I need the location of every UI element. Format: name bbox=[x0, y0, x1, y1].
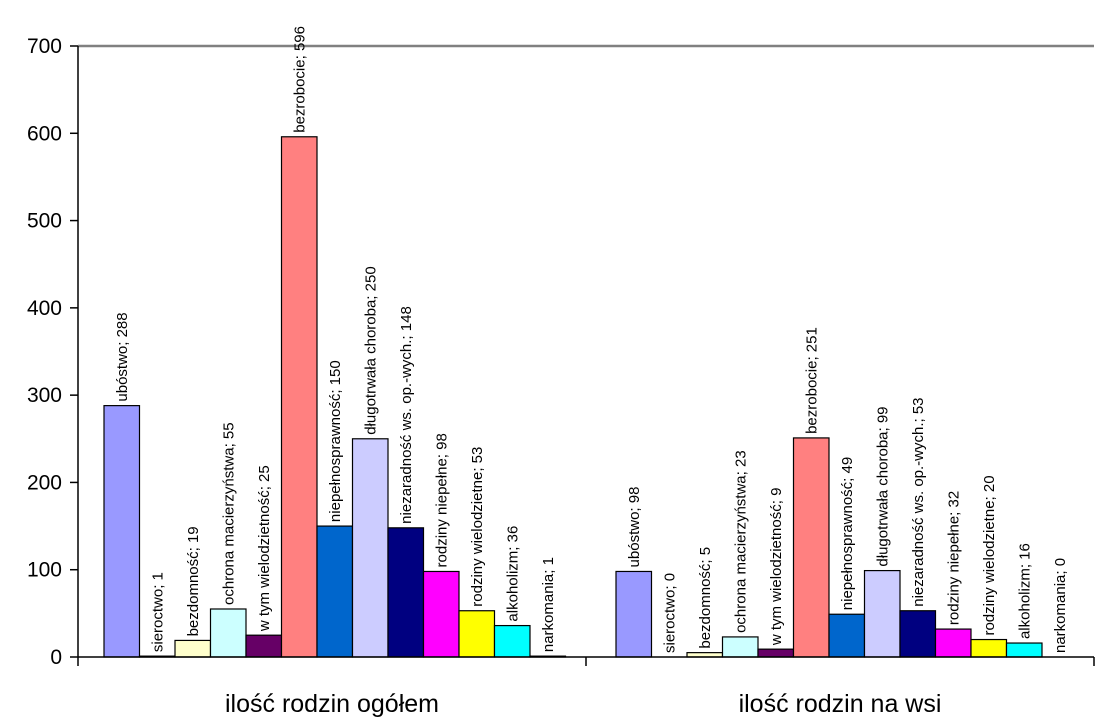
bar-12-group-1 bbox=[493, 624, 531, 658]
bar-9-group-2 bbox=[899, 610, 937, 658]
bar-11-group-1 bbox=[458, 610, 496, 658]
bar-5-group-1 bbox=[245, 634, 283, 658]
y-tick-label-500: 500 bbox=[27, 210, 62, 233]
y-tick-label-400: 400 bbox=[27, 297, 62, 320]
data-label-8-group-2: długotrwała choroba; 99 bbox=[874, 406, 891, 566]
data-label-4-group-1: ochrona macierzyństwa; 55 bbox=[220, 422, 237, 605]
data-label-11-group-2: rodziny wielodzietne; 20 bbox=[981, 475, 998, 635]
y-tick-label-100: 100 bbox=[27, 559, 62, 582]
data-label-7-group-1: niepełnosprawność; 150 bbox=[327, 360, 344, 522]
y-tick-label-600: 600 bbox=[27, 122, 62, 145]
bar-1-group-2 bbox=[615, 570, 653, 658]
y-tick-label-300: 300 bbox=[27, 384, 62, 407]
data-label-1-group-1: ubóstwo; 288 bbox=[114, 312, 131, 401]
bar-1-group-1 bbox=[103, 405, 141, 658]
data-label-12-group-1: alkoholizm; 36 bbox=[504, 526, 521, 622]
bar-5-group-2 bbox=[757, 648, 795, 658]
data-label-13-group-2: narkomania; 0 bbox=[1052, 558, 1069, 653]
y-tick-label-700: 700 bbox=[27, 35, 62, 58]
bar-8-group-1 bbox=[351, 438, 389, 658]
bar-10-group-1 bbox=[422, 570, 460, 658]
data-label-1-group-2: ubóstwo; 98 bbox=[626, 487, 643, 568]
axes-layer: 0 100 200 300 400 500 600 700 ilość rodzin ogółe… bbox=[27, 35, 1095, 718]
bar-7-group-1 bbox=[316, 525, 354, 658]
y-tick-label-200: 200 bbox=[27, 471, 62, 494]
data-label-2-group-2: sieroctwo; 0 bbox=[661, 573, 678, 653]
category-label-1: ilość rodzin ogółem bbox=[225, 690, 439, 718]
data-label-7-group-2: niepełnosprawność; 49 bbox=[839, 457, 856, 610]
data-label-11-group-1: rodziny wielodzietne; 53 bbox=[469, 447, 486, 607]
bar-6-group-2 bbox=[792, 437, 830, 658]
data-label-9-group-2: niezaradność ws. op.-wych.; 53 bbox=[910, 397, 927, 606]
data-label-8-group-1: długotrwała choroba; 250 bbox=[362, 266, 379, 434]
data-labels-layer: ubóstwo; 288 ubóstwo; 98 sieroctwo; 1 siero… bbox=[114, 26, 1069, 653]
bar-6-group-1 bbox=[280, 136, 318, 658]
data-label-5-group-2: w tym wielodzietność; 9 bbox=[768, 488, 785, 647]
data-label-6-group-2: bezrobocie; 251 bbox=[803, 327, 820, 434]
bar-11-group-2 bbox=[970, 638, 1008, 658]
bar-3-group-1 bbox=[174, 639, 212, 658]
data-label-9-group-1: niezaradność ws. op.-wych.; 148 bbox=[398, 306, 415, 524]
data-label-12-group-2: alkoholizm; 16 bbox=[1016, 543, 1033, 639]
data-label-13-group-1: narkomania; 1 bbox=[540, 557, 557, 652]
bar-8-group-2 bbox=[863, 569, 901, 658]
data-label-4-group-2: ochrona macierzyństwa; 23 bbox=[732, 450, 749, 633]
bars-layer bbox=[103, 136, 1043, 658]
bar-4-group-2 bbox=[721, 636, 759, 658]
bar-10-group-2 bbox=[934, 628, 972, 658]
bar-9-group-1 bbox=[387, 527, 425, 658]
data-label-3-group-2: bezdomność; 5 bbox=[697, 547, 714, 649]
data-label-10-group-1: rodziny niepełne; 98 bbox=[433, 433, 450, 567]
data-label-3-group-1: bezdomność; 19 bbox=[185, 526, 202, 636]
data-label-6-group-1: bezrobocie; 596 bbox=[291, 26, 308, 133]
category-label-2: ilość rodzin na wsi bbox=[739, 690, 942, 718]
bar-4-group-1 bbox=[209, 608, 247, 658]
y-tick-label-0: 0 bbox=[50, 646, 62, 669]
bar-7-group-2 bbox=[828, 613, 866, 658]
data-label-2-group-1: sieroctwo; 1 bbox=[149, 572, 166, 652]
data-label-5-group-1: w tym wielodzietność; 25 bbox=[256, 465, 273, 632]
bar-12-group-2 bbox=[1005, 642, 1043, 658]
data-label-10-group-2: rodziny niepełne; 32 bbox=[945, 491, 962, 625]
